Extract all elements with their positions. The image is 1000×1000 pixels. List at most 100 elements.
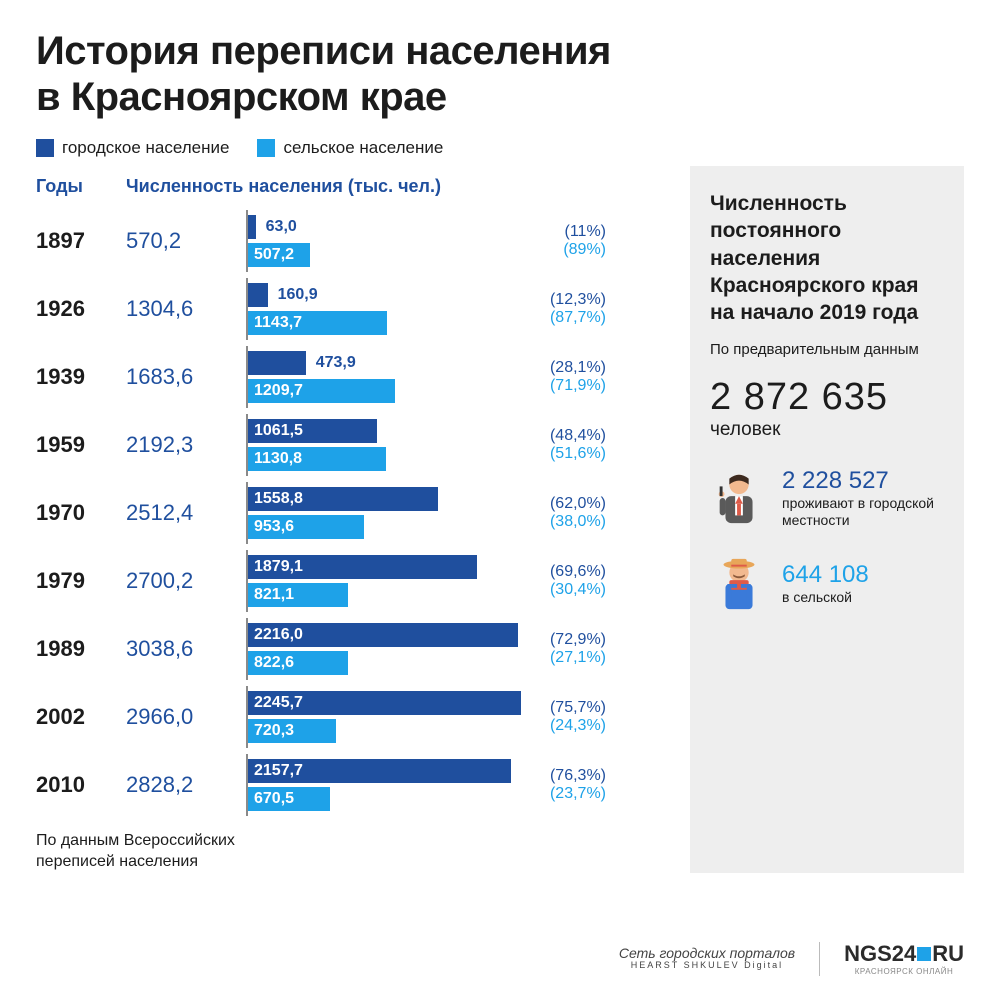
sidebar-urban-number: 2 228 527 [782, 467, 944, 495]
pct-col: (62,0%)(38,0%) [526, 495, 606, 531]
footer-logos: Сеть городских порталов HEARST SHKULEV D… [619, 941, 964, 976]
sidebar-rural-text: 644 108 в сельской [782, 561, 869, 606]
total-value: 2828,2 [126, 772, 246, 798]
logo-separator [819, 942, 820, 976]
bar-line-urban: 1061,5 [248, 418, 526, 444]
sidebar-rural-number: 644 108 [782, 561, 869, 589]
title-line1: История переписи населения [36, 29, 611, 73]
portal-logo-line1: Сеть городских порталов [619, 946, 795, 961]
sidebar-total-number: 2 872 635 [710, 360, 944, 419]
col-header-years: Годы [36, 176, 126, 197]
bar-line-urban: 473,9 [248, 350, 526, 376]
bar-rural: 1130,8 [248, 447, 386, 471]
bar-rural: 670,5 [248, 787, 330, 811]
bar-label-urban: 1558,8 [248, 487, 438, 511]
total-value: 1304,6 [126, 296, 246, 322]
bar-urban: 1061,5 [248, 419, 377, 443]
pct-urban: (48,4%) [526, 427, 606, 445]
pct-rural: (38,0%) [526, 513, 606, 531]
ngs-square-icon [917, 947, 931, 961]
bar-label-rural: 507,2 [248, 243, 310, 267]
bar-line-rural: 670,5 [248, 786, 526, 812]
pct-rural: (27,1%) [526, 649, 606, 667]
portal-logo-line2: HEARST SHKULEV Digital [619, 961, 795, 971]
pct-urban: (12,3%) [526, 291, 606, 309]
chart-rows: 1897570,263,0507,2(11%)(89%)19261304,616… [36, 207, 672, 819]
bar-label-urban: 473,9 [310, 351, 356, 375]
sidebar-rural-block: 644 108 в сельской [710, 529, 944, 613]
year-label: 1979 [36, 568, 126, 594]
chart-row: 19592192,31061,51130,8(48,4%)(51,6%) [36, 411, 672, 479]
bar-label-rural: 821,1 [248, 583, 348, 607]
total-value: 2966,0 [126, 704, 246, 730]
bar-line-rural: 720,3 [248, 718, 526, 744]
sidebar-urban-desc: проживают в городской местности [782, 495, 944, 529]
source-line1: По данным Всероссийских [36, 832, 235, 849]
pct-rural: (30,4%) [526, 581, 606, 599]
pct-urban: (28,1%) [526, 359, 606, 377]
year-label: 2010 [36, 772, 126, 798]
source-note: По данным Всероссийских переписей населе… [36, 819, 672, 873]
bar-label-urban: 2216,0 [248, 623, 518, 647]
pct-col: (76,3%)(23,7%) [526, 767, 606, 803]
title-line2: в Красноярском крае [36, 75, 447, 119]
bar-line-rural: 953,6 [248, 514, 526, 540]
bar-line-rural: 507,2 [248, 242, 526, 268]
year-label: 1970 [36, 500, 126, 526]
pct-col: (12,3%)(87,7%) [526, 291, 606, 327]
legend-urban: городское население [36, 138, 229, 158]
bar-line-rural: 1209,7 [248, 378, 526, 404]
total-value: 570,2 [126, 228, 246, 254]
chart-row: 19893038,62216,0822,6(72,9%)(27,1%) [36, 615, 672, 683]
bar-line-rural: 822,6 [248, 650, 526, 676]
bar-label-rural: 720,3 [248, 719, 336, 743]
total-value: 2700,2 [126, 568, 246, 594]
bar-label-urban: 1061,5 [248, 419, 377, 443]
pct-col: (48,4%)(51,6%) [526, 427, 606, 463]
bars-wrap: 1061,5 1130,8 [246, 414, 526, 476]
bars-wrap: 2216,0 822,6 [246, 618, 526, 680]
page-title: История переписи населения в Красноярско… [0, 0, 1000, 120]
bar-urban: 1879,1 [248, 555, 477, 579]
pct-rural: (23,7%) [526, 785, 606, 803]
bars-wrap: 1558,8 953,6 [246, 482, 526, 544]
pct-urban: (69,6%) [526, 563, 606, 581]
legend-rural-label: сельское население [283, 138, 443, 158]
ngs-logo-suffix: RU [932, 941, 964, 967]
chart-row: 19792700,21879,1 821,1 (69,6%)(30,4%) [36, 547, 672, 615]
bar-line-urban: 2216,0 [248, 622, 526, 648]
ngs-logo: NGS24RU КРАСНОЯРСК ОНЛАЙН [844, 941, 964, 976]
sidebar-urban-text: 2 228 527 проживают в городской местност… [782, 467, 944, 529]
chart-row: 19261304,6160,91143,7(12,3%)(87,7%) [36, 275, 672, 343]
ngs-logo-sub: КРАСНОЯРСК ОНЛАЙН [844, 967, 964, 976]
total-value: 2192,3 [126, 432, 246, 458]
year-label: 1939 [36, 364, 126, 390]
bar-urban: 2157,7 [248, 759, 511, 783]
bar-line-urban: 1558,8 [248, 486, 526, 512]
bars-wrap: 473,9 1209,7 [246, 346, 526, 408]
source-line2: переписей населения [36, 853, 198, 870]
pct-urban: (72,9%) [526, 631, 606, 649]
pct-rural: (24,3%) [526, 717, 606, 735]
chart-row: 1897570,263,0507,2(11%)(89%) [36, 207, 672, 275]
bar-urban: 473,9 [248, 351, 306, 375]
bar-urban: 2216,0 [248, 623, 518, 647]
pct-rural: (71,9%) [526, 377, 606, 395]
bar-rural: 822,6 [248, 651, 348, 675]
bar-label-urban: 2245,7 [248, 691, 521, 715]
bar-label-urban: 2157,7 [248, 759, 511, 783]
sidebar-rural-desc: в сельской [782, 589, 869, 606]
bars-wrap: 63,0507,2 [246, 210, 526, 272]
chart-row: 20102828,22157,7 670,5 (76,3%)(23,7%) [36, 751, 672, 819]
pct-col: (28,1%)(71,9%) [526, 359, 606, 395]
bars-wrap: 2157,7 670,5 [246, 754, 526, 816]
total-value: 3038,6 [126, 636, 246, 662]
portal-logo: Сеть городских порталов HEARST SHKULEV D… [619, 946, 795, 971]
bar-rural: 1143,7 [248, 311, 387, 335]
bar-rural: 953,6 [248, 515, 364, 539]
pct-rural: (51,6%) [526, 445, 606, 463]
bars-wrap: 160,91143,7 [246, 278, 526, 340]
bar-label-rural: 822,6 [248, 651, 348, 675]
bar-label-rural: 1209,7 [248, 379, 395, 403]
pct-col: (69,6%)(30,4%) [526, 563, 606, 599]
